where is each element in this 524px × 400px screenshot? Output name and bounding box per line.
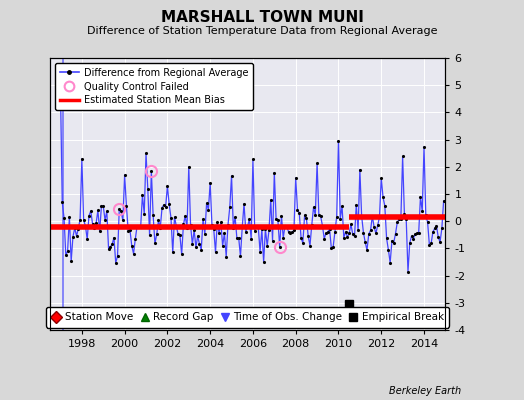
- Text: Difference of Station Temperature Data from Regional Average: Difference of Station Temperature Data f…: [87, 26, 437, 36]
- Text: Berkeley Earth: Berkeley Earth: [389, 386, 461, 396]
- Legend: Station Move, Record Gap, Time of Obs. Change, Empirical Break: Station Move, Record Gap, Time of Obs. C…: [46, 307, 449, 328]
- Text: MARSHALL TOWN MUNI: MARSHALL TOWN MUNI: [160, 10, 364, 25]
